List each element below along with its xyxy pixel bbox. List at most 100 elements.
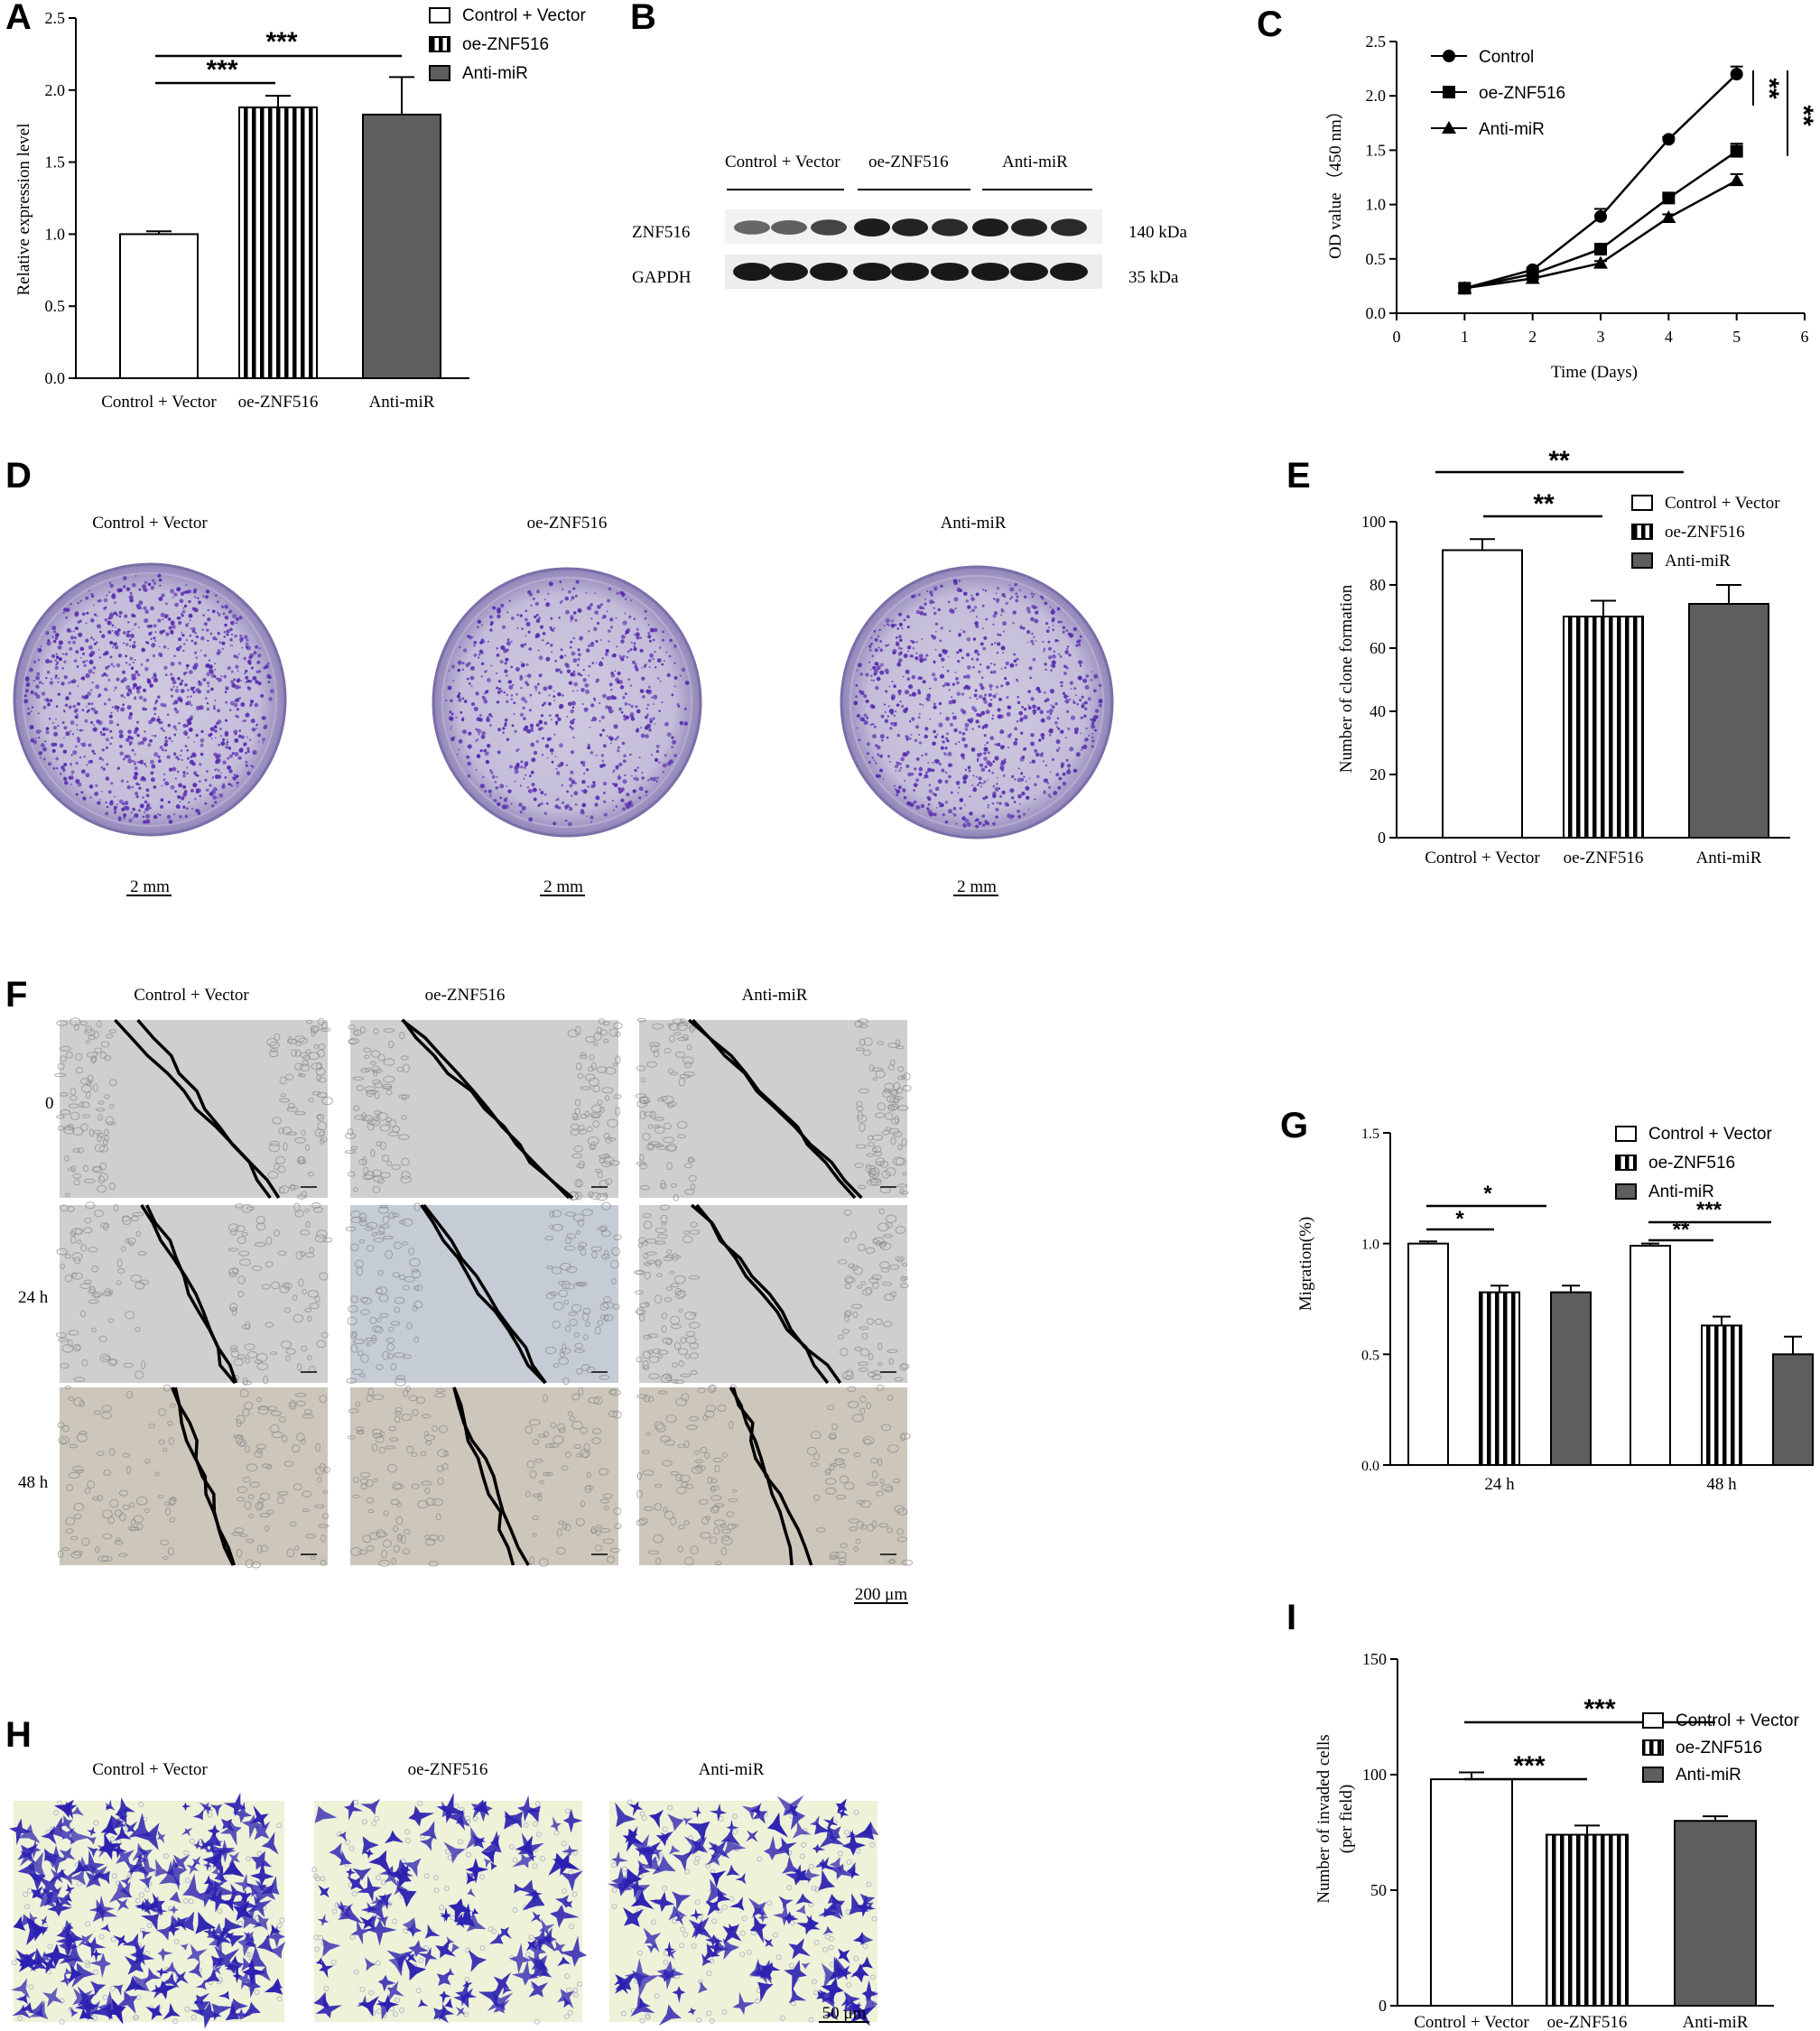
scratch-tile [347,1385,622,1567]
legend-label: Control + Vector [1676,1711,1799,1730]
legend-swatch [1631,552,1653,569]
e-category-label: Control + Vector [1425,849,1540,867]
legend-swatch [1642,1712,1664,1729]
blot-band-znf516 [1011,218,1047,236]
e-category-label: oe-ZNF516 [1564,849,1644,867]
panel-g-ylabel: Migration(%) [1296,1217,1315,1311]
e-bar [1442,549,1523,839]
panel-d-scale-1: 2 mm [130,877,170,896]
panel-d-group-3: Anti-miR [941,514,1007,533]
legend-swatch [1615,1183,1637,1200]
panel-c-ytick: 2.0 [1366,87,1387,105]
panel-g-bar [1630,1245,1671,1466]
a-bar [362,113,441,379]
panel-letter-c: C [1257,5,1283,44]
blot-band-gapdh [971,263,1009,281]
scratch-edge-line [692,1018,857,1200]
panel-letter-b: B [630,0,656,37]
panel-e-ytick: 40 [1370,702,1386,720]
colony-dish [432,567,702,838]
panel-f-time-1: 0 [45,1094,54,1113]
legend-swatch [429,7,450,23]
panel-b-western-blot: Control + Vector oe-ZNF516 Anti-miR ZNF5… [632,153,1187,289]
blot-band-znf516 [811,219,847,236]
a-bar [119,233,199,379]
scratch-tile [344,1018,623,1201]
panel-i-ytick: 50 [1370,1881,1387,1899]
panel-c-ytick: 1.0 [1366,196,1387,214]
blot-band-gapdh [853,263,891,281]
panel-c-xtick: 3 [1597,328,1605,346]
scratch-tile [636,1384,913,1566]
blot-band-znf516 [932,218,968,236]
panel-i-ytick: 150 [1362,1650,1387,1668]
panel-g-chart: Migration(%) 0.0 0.5 1.0 1.5 24 h 48 h * * *… [1296,1125,1814,1494]
panel-b-band-name-2: GAPDH [632,268,692,287]
panel-c-point [1662,191,1676,205]
colony-dish [840,565,1114,839]
panel-e-ytick: 20 [1370,765,1386,784]
legend-swatch [1615,1126,1637,1142]
colony-dish [13,562,287,837]
transwell-tile [9,1792,286,2029]
blot-band-gapdh [810,263,848,281]
scratch-tile [634,1203,910,1385]
blot-band-gapdh [1050,263,1088,281]
panel-a-sig-inner: *** [206,55,237,85]
a-bar [238,106,318,380]
panel-b-band-size-1: 140 kDa [1128,223,1187,242]
scratch-edge-line [452,1386,530,1566]
panel-f-scale: 200 μm [855,1585,907,1604]
blot-band-gapdh [733,263,771,281]
panel-c-legend-label: oe-ZNF516 [1479,84,1565,103]
panel-f-group-1: Control + Vector [134,986,249,1005]
blot-band-gapdh [770,263,808,281]
blot-band-znf516 [1051,218,1087,236]
scratch-tile [635,1017,912,1201]
panel-g-bar [1407,1242,1449,1466]
panel-g-bar [1550,1291,1592,1467]
scratch-tile [345,1201,622,1387]
scratch-edge-line [402,1018,574,1200]
legend-swatch [429,36,450,52]
blot-band-znf516 [854,218,890,236]
scratch-tile [57,1384,330,1569]
panel-g-sig-1: * [1483,1182,1492,1206]
blot-band-gapdh [931,263,969,281]
panel-c-point [1730,68,1743,81]
panel-a-ytick: 0.0 [45,369,66,387]
scratch-edge-line [420,1204,547,1385]
panel-d-colony-images: Control + Vector oe-ZNF516 Anti-miR 2 mm… [13,514,1114,896]
panel-i-ytick: 0 [1379,1997,1387,2015]
blot-band-gapdh [1010,263,1048,281]
legend-label: Control + Vector [1648,1125,1772,1144]
panel-d-group-2: oe-ZNF516 [527,514,608,533]
panel-letter-e: E [1286,456,1311,496]
scratch-edge-line [136,1018,272,1200]
panel-letter-a: A [5,0,32,37]
panel-e-ytick: 60 [1370,639,1386,657]
scratch-edge-line [171,1386,237,1566]
panel-c-point [1662,133,1676,146]
i-bar [1430,1778,1513,2007]
panel-i-ytick: 100 [1362,1766,1387,1784]
panel-b-lane-group-1: Control + Vector [725,153,840,172]
panel-c-ytick: 1.5 [1366,141,1387,159]
panel-c-xtick: 2 [1528,328,1537,346]
panel-a-ytick: 1.5 [45,153,66,172]
panel-g-bar [1772,1353,1814,1467]
legend-swatch [1631,524,1653,540]
panel-e-ytick: 0 [1378,829,1386,847]
panel-g-bar [1479,1291,1520,1467]
legend-label: Anti-miR [1648,1182,1714,1201]
panel-f-scratch-images: Control + Vector oe-ZNF516 Anti-miR 0 24… [18,986,913,1604]
e-bar [1563,616,1644,839]
panel-c-legend-marker [1443,86,1455,98]
panel-c-point [1730,144,1743,158]
panel-h-transwell-images: Control + Vector oe-ZNF516 Anti-miR 50 μ… [9,1760,879,2029]
panel-f-time-3: 48 h [18,1473,49,1492]
panel-f-time-2: 24 h [18,1288,49,1307]
panel-c-xtick: 4 [1665,328,1673,346]
panel-a-sig-outer: *** [265,27,297,57]
